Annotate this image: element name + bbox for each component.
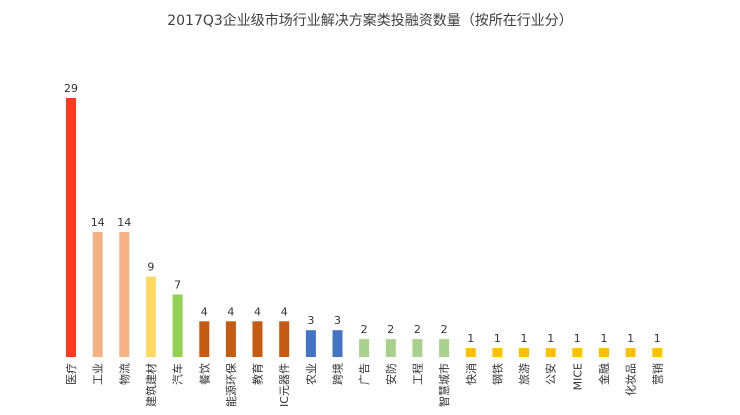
bar-物流: [119, 232, 130, 357]
value-label: 7: [174, 279, 181, 292]
value-label: 4: [201, 305, 208, 318]
bar-快消: [465, 348, 476, 357]
category-label: 工业: [92, 363, 105, 385]
category-label: 钢铁: [491, 363, 504, 385]
category-label: 农业: [304, 363, 318, 385]
category-label: 旅游: [517, 363, 531, 385]
category-label: 化妆品: [624, 363, 638, 396]
value-label: 4: [254, 305, 261, 318]
category-label: 能源环保: [224, 363, 238, 407]
value-label: 1: [574, 332, 581, 345]
bar-金融: [599, 348, 609, 357]
value-label: 1: [547, 332, 554, 345]
value-label: 4: [281, 305, 288, 318]
category-label: 工程: [411, 363, 424, 385]
bar-农业: [305, 330, 316, 357]
bar-公安: [545, 348, 556, 357]
category-label: 跨境: [331, 363, 345, 385]
bar-工业: [92, 232, 103, 357]
value-label: 2: [387, 323, 394, 336]
value-label: 1: [494, 332, 501, 345]
bar-安防: [385, 339, 396, 357]
category-label: IC元器件: [278, 363, 291, 407]
bar-IC元器件: [279, 321, 290, 357]
category-label: 医疗: [64, 363, 78, 385]
bar-教育: [252, 321, 263, 357]
bar-餐饮: [199, 321, 210, 357]
category-label: 快消: [464, 363, 478, 385]
value-label: 1: [627, 332, 634, 345]
bar-广告: [359, 339, 370, 357]
value-label: 1: [654, 332, 661, 345]
value-label: 2: [414, 323, 421, 336]
chart-title: 2017Q3企业级市场行业解决方案类投融资数量（按所在行业分）: [167, 13, 573, 29]
category-label: 广告: [358, 363, 371, 385]
value-label: 3: [307, 314, 314, 327]
value-label: 14: [117, 216, 131, 229]
value-label: 9: [147, 261, 154, 274]
category-label: 餐饮: [197, 363, 211, 385]
value-label: 2: [441, 323, 448, 336]
bar-旅游: [519, 348, 529, 357]
bar-汽车: [172, 294, 183, 357]
bar-MICE: [572, 348, 583, 357]
value-label: 4: [227, 305, 234, 318]
bar-钢铁: [492, 348, 503, 357]
bar-跨境: [332, 330, 343, 357]
category-label: 物流: [117, 363, 131, 385]
category-label: MICE: [571, 363, 584, 390]
bar-智慧城市: [439, 339, 450, 357]
value-label: 1: [521, 332, 528, 345]
bar-建筑建材: [145, 276, 156, 357]
bar-能源环保: [225, 321, 236, 357]
value-label: 1: [601, 332, 608, 345]
category-label: 安防: [384, 363, 398, 385]
value-label: 3: [334, 314, 341, 327]
value-label: 14: [91, 216, 105, 229]
category-label: 营销: [650, 363, 664, 385]
bar-工程: [412, 339, 423, 357]
value-label: 29: [64, 82, 78, 95]
category-label: 建筑建材: [144, 363, 158, 407]
category-label: 金融: [597, 363, 611, 385]
category-label: 智慧城市: [437, 363, 451, 407]
value-label: 2: [361, 323, 368, 336]
bar-营销: [652, 348, 663, 357]
bar-医疗: [66, 98, 76, 357]
bar-化妆品: [625, 348, 636, 357]
category-label: 公安: [544, 363, 558, 385]
value-label: 1: [467, 332, 474, 345]
category-label: 汽车: [171, 363, 185, 385]
category-label: 教育: [251, 363, 265, 385]
